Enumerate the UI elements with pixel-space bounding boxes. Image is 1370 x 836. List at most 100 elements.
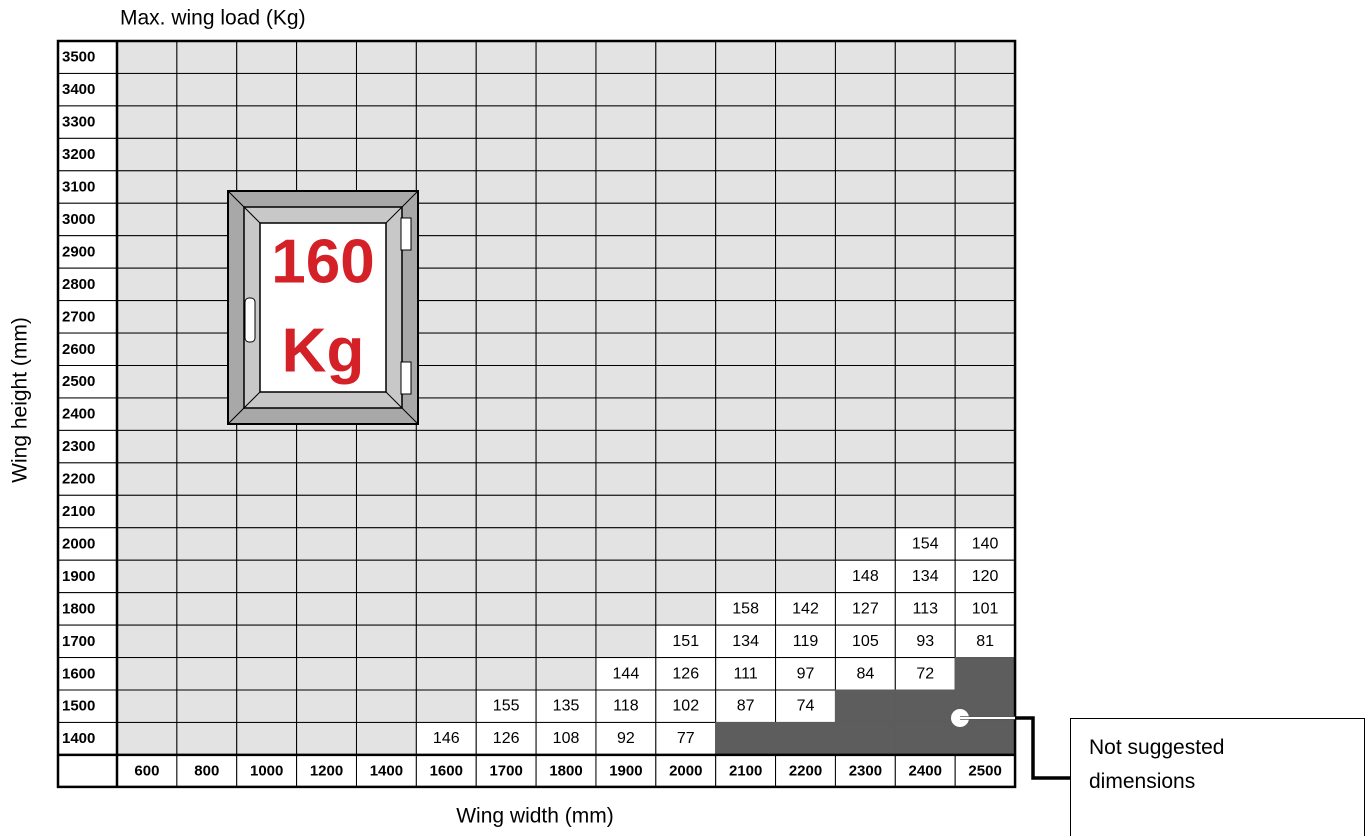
cell (476, 560, 536, 592)
cell (835, 690, 895, 722)
cell-value: 146 (433, 730, 460, 747)
cell (416, 366, 476, 398)
cell (955, 73, 1015, 105)
column-header: 2500 (968, 762, 1001, 779)
cell-value: 105 (852, 633, 879, 650)
cell (895, 333, 955, 365)
cell (416, 593, 476, 625)
cell (356, 658, 416, 690)
cell (955, 366, 1015, 398)
column-header: 1600 (430, 762, 463, 779)
cell (237, 41, 297, 73)
cell (476, 430, 536, 462)
cell (416, 625, 476, 657)
cell (416, 171, 476, 203)
cell (596, 430, 656, 462)
cell (356, 41, 416, 73)
cell (237, 560, 297, 592)
cell (476, 593, 536, 625)
cell (656, 463, 716, 495)
cell (237, 593, 297, 625)
cell (776, 73, 836, 105)
cell (117, 495, 177, 527)
row-header: 2200 (62, 471, 95, 488)
cell (416, 463, 476, 495)
cell (596, 463, 656, 495)
cell (117, 625, 177, 657)
cell (656, 366, 716, 398)
cell (117, 430, 177, 462)
cell (476, 73, 536, 105)
cell (596, 301, 656, 333)
cell (716, 203, 776, 235)
cell (955, 138, 1015, 170)
cell (356, 106, 416, 138)
column-header: 1700 (489, 762, 522, 779)
cell (416, 690, 476, 722)
cell (297, 560, 357, 592)
cell-value: 97 (797, 665, 815, 682)
cell (835, 495, 895, 527)
cell (536, 430, 596, 462)
cell (955, 430, 1015, 462)
cell (835, 430, 895, 462)
cell (536, 528, 596, 560)
cell (835, 73, 895, 105)
column-header: 2300 (849, 762, 882, 779)
cell (476, 171, 536, 203)
cell-value: 127 (852, 600, 879, 617)
cell (117, 138, 177, 170)
cell (177, 593, 237, 625)
cell (117, 398, 177, 430)
cell (476, 203, 536, 235)
cell (955, 268, 1015, 300)
cell (476, 138, 536, 170)
cell (297, 138, 357, 170)
cell (117, 236, 177, 268)
legend-text: Not suggested dimensions (1089, 731, 1279, 799)
cell (117, 268, 177, 300)
cell (237, 658, 297, 690)
cell (237, 73, 297, 105)
cell-value: 102 (672, 698, 699, 715)
cell (536, 73, 596, 105)
cell (835, 463, 895, 495)
cell-value: 135 (553, 698, 580, 715)
cell (536, 138, 596, 170)
row-header: 2400 (62, 406, 95, 423)
cell (416, 430, 476, 462)
cell (895, 398, 955, 430)
cell (177, 463, 237, 495)
cell-value: 81 (976, 633, 994, 650)
cell (297, 73, 357, 105)
cell (895, 106, 955, 138)
cell (416, 41, 476, 73)
column-header: 1000 (250, 762, 283, 779)
cell (476, 528, 536, 560)
cell-value: 111 (733, 665, 757, 682)
cell (716, 333, 776, 365)
cell (895, 366, 955, 398)
cell (356, 690, 416, 722)
cell (117, 106, 177, 138)
cell (476, 625, 536, 657)
cell-value: 77 (677, 730, 695, 747)
cell (177, 625, 237, 657)
cell-value: 101 (972, 600, 999, 617)
cell (356, 528, 416, 560)
cell-value: 151 (672, 633, 699, 650)
row-header: 3400 (62, 81, 95, 98)
cell (895, 690, 955, 722)
cell (297, 41, 357, 73)
cell (476, 236, 536, 268)
cell (716, 430, 776, 462)
cell (776, 366, 836, 398)
column-header: 2100 (729, 762, 762, 779)
cell (955, 236, 1015, 268)
cell (476, 398, 536, 430)
cell (536, 236, 596, 268)
cell (656, 430, 716, 462)
cell (237, 495, 297, 527)
cell (656, 236, 716, 268)
cell (955, 722, 1015, 754)
